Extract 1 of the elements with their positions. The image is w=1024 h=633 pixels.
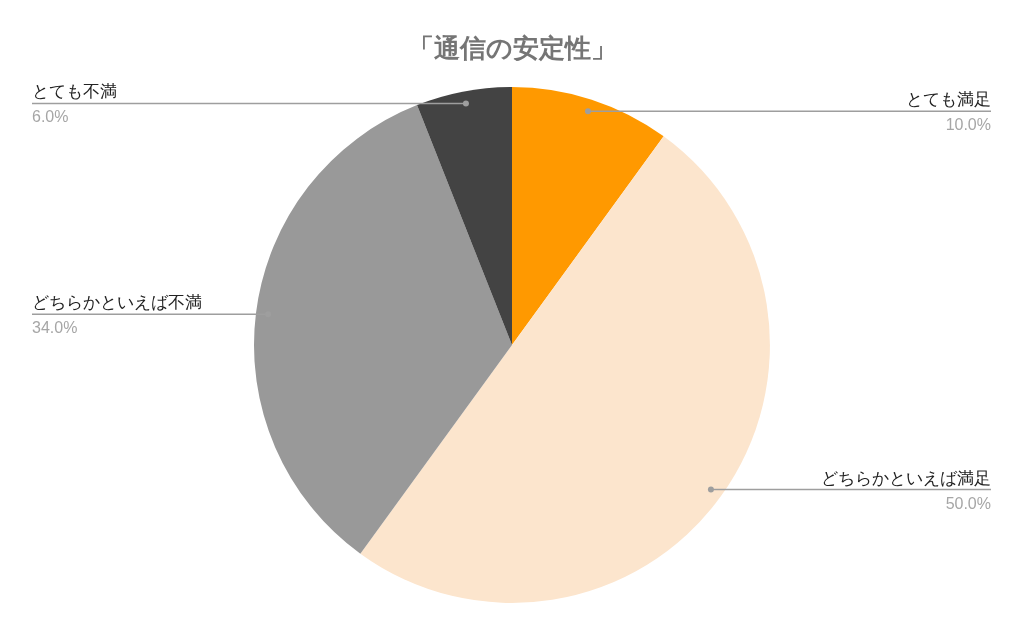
title: 「通信の安定性」 xyxy=(407,33,617,63)
